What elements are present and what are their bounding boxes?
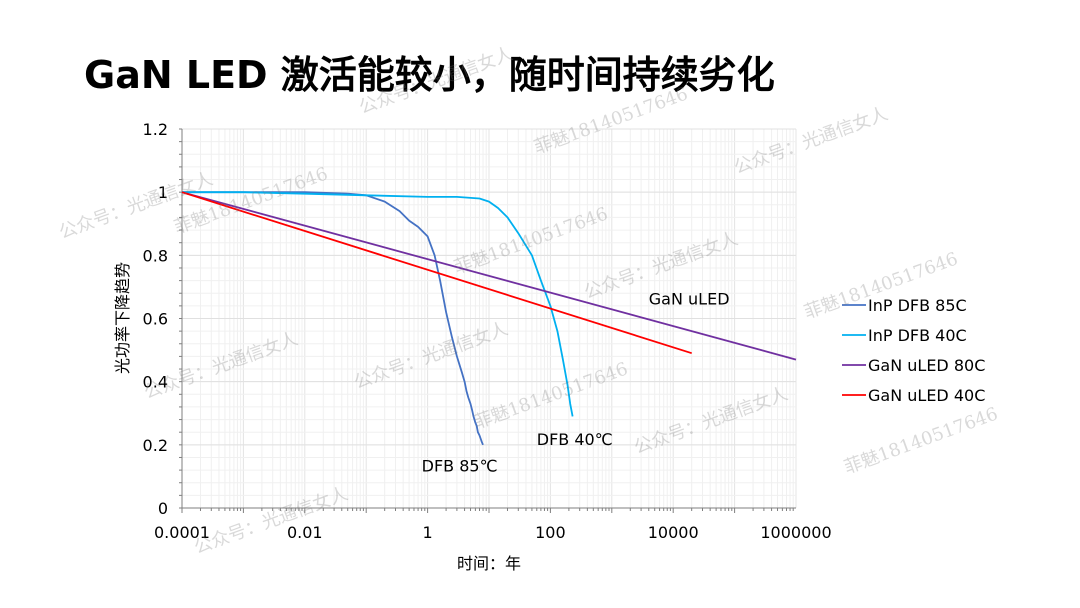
x-axis-title: 时间：年 [457, 554, 521, 573]
legend-label: GaN uLED 40C [868, 386, 985, 405]
annotations: GaN uLED DFB 40℃ DFB 85℃ [422, 289, 730, 475]
chart-annotation: GaN uLED [649, 289, 730, 308]
x-tick-label: 10000 [648, 523, 699, 542]
x-tick-label: 0.01 [287, 523, 323, 542]
y-tick-label: 0.4 [143, 373, 168, 392]
y-tick-label: 0.6 [143, 310, 168, 329]
page-title: GaN LED 激活能较小，随时间持续劣化 [84, 53, 775, 97]
chart-annotation: DFB 85℃ [422, 457, 498, 476]
series-line [182, 191, 484, 446]
y-tick-label: 1.2 [143, 120, 168, 139]
series-line [181, 191, 692, 355]
x-tick-label: 1000000 [760, 523, 831, 542]
y-tick-label: 0 [158, 499, 168, 518]
series-lines [181, 191, 797, 446]
chart-annotation: DFB 40℃ [537, 430, 613, 449]
legend-label: InP DFB 85C [868, 296, 967, 315]
y-tick-label: 0.8 [143, 246, 168, 265]
grid [181, 128, 797, 509]
y-tick-label: 0.2 [143, 436, 168, 455]
tick-labels: 0 0.2 0.4 0.6 0.8 1 1.2 0.0001 0.01 1 100 10000 1000… [143, 120, 832, 542]
legend-label: GaN uLED 80C [868, 356, 985, 375]
legend-label: InP DFB 40C [868, 326, 967, 345]
y-tick-label: 1 [158, 183, 168, 202]
axes [179, 128, 796, 513]
x-tick-label: 100 [535, 523, 566, 542]
series-line [182, 191, 574, 417]
x-tick-label: 1 [423, 523, 433, 542]
series-line [181, 191, 797, 361]
legend: InP DFB 85C InP DFB 40C GaN uLED 80C GaN uL… [842, 296, 985, 405]
x-tick-label: 0.0001 [154, 523, 210, 542]
y-axis-title: 光功率下降趋势 [113, 262, 132, 374]
